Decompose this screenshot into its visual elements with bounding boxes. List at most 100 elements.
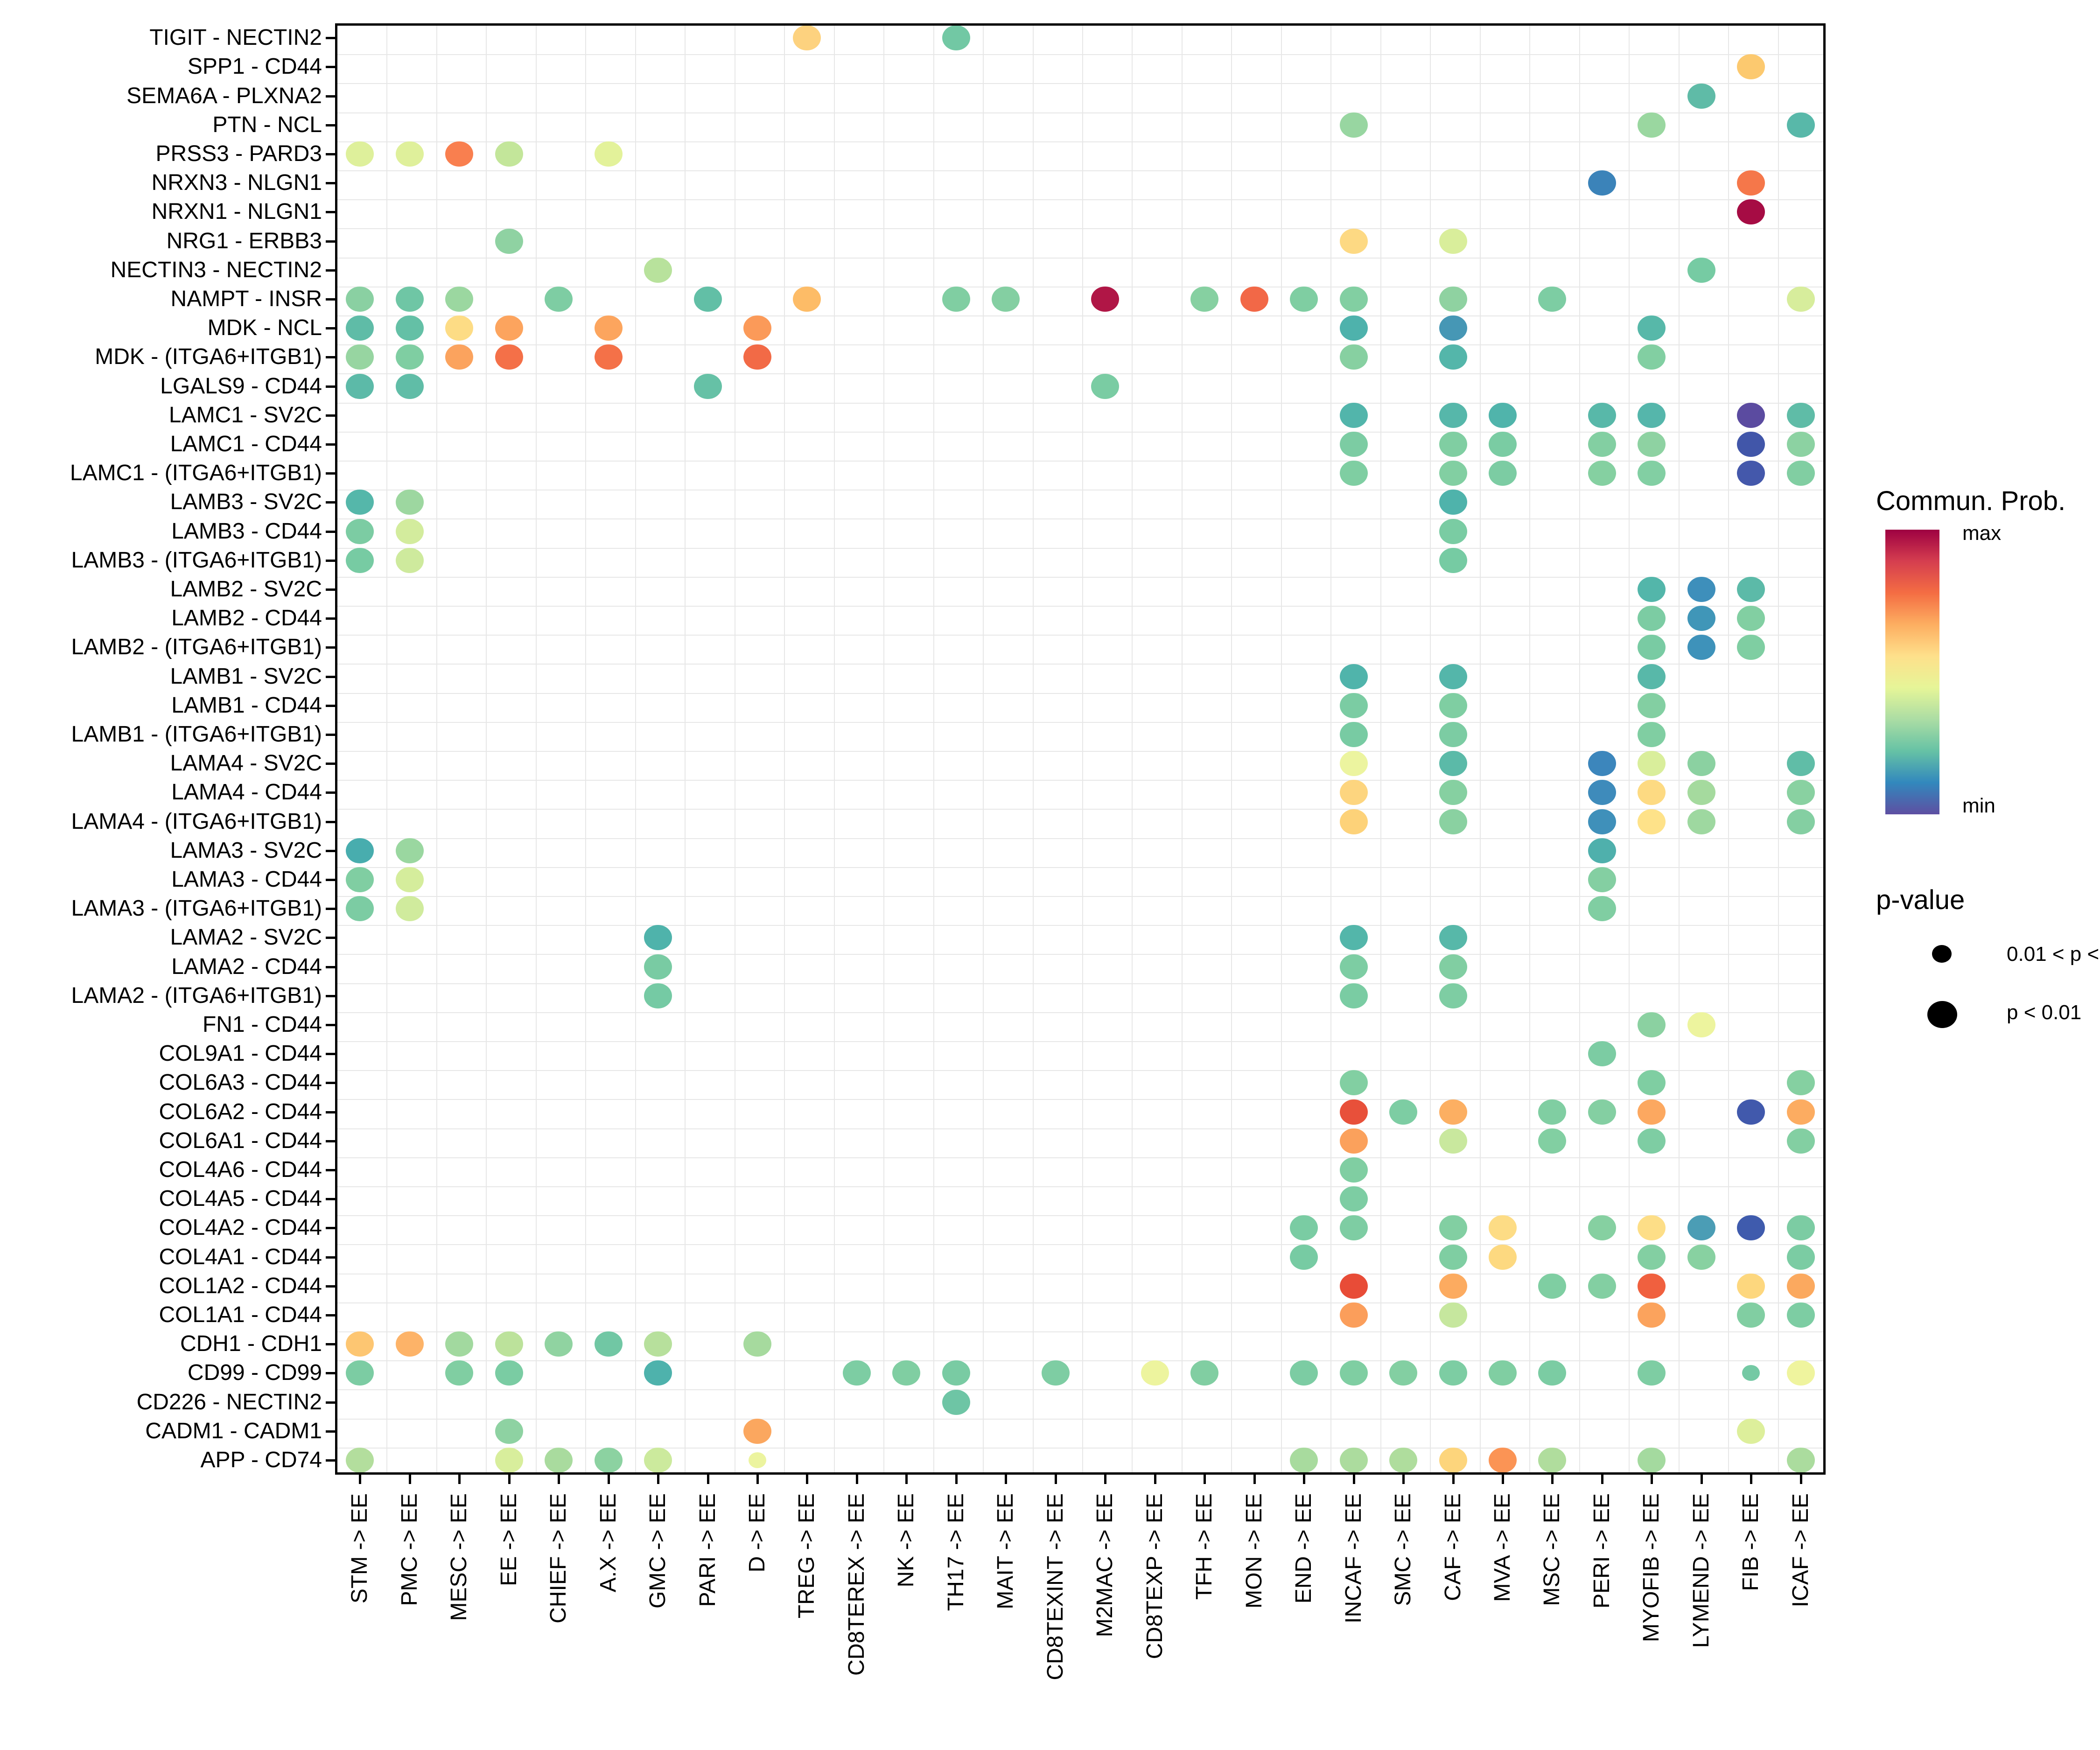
x-axis-tick [408,1475,411,1484]
data-point [1339,664,1368,689]
data-point [1091,286,1120,312]
gridline-vertical [486,26,487,1472]
data-point [1786,1302,1815,1328]
data-point [594,141,623,167]
gridline-horizontal [337,983,1823,984]
data-point [1638,809,1666,834]
gridline-vertical [535,26,537,1472]
data-point [1737,1418,1765,1444]
data-point [1339,431,1368,457]
gridline-horizontal [337,751,1823,752]
data-point [1638,1244,1666,1270]
data-point [1339,1128,1368,1154]
y-axis-label: NAMPT - INSR [170,286,322,311]
y-axis-tick [326,908,335,910]
data-point [395,344,424,370]
gridline-vertical [635,26,636,1472]
x-axis-label: MSC -> EE [1540,1493,1565,1606]
data-point [644,1331,672,1357]
data-point [1588,838,1616,863]
data-point [1439,809,1467,834]
data-point [1638,1360,1666,1386]
y-axis-tick [326,849,335,852]
data-point [1687,809,1715,834]
gridline-horizontal [337,228,1823,230]
data-point [1339,809,1368,834]
data-point [1439,1128,1467,1154]
data-point [1339,954,1368,980]
data-point [1439,1360,1467,1386]
data-point [395,373,424,399]
data-point [1339,1157,1368,1183]
data-point [743,1331,771,1357]
y-axis-label: LAMA4 - CD44 [171,780,322,805]
y-axis-tick [326,269,335,272]
data-point [1389,1099,1418,1125]
gridline-vertical [1728,26,1729,1472]
gridline-horizontal [337,1186,1823,1187]
gridline-vertical [1380,26,1381,1472]
data-point [1638,1012,1666,1037]
y-axis-label: LAMB1 - CD44 [171,693,322,718]
gridline-horizontal [337,1447,1823,1449]
data-point [1339,693,1368,718]
gridline-horizontal [337,664,1823,665]
data-point [1638,402,1666,428]
data-point [1638,721,1666,747]
data-point [1588,1099,1616,1125]
data-point [1638,112,1666,138]
y-axis-tick [326,356,335,359]
x-axis-label: PARI -> EE [695,1493,720,1607]
data-point [1786,809,1815,834]
data-point [1439,1447,1467,1472]
y-axis-label: CD226 - NECTIN2 [136,1389,322,1414]
data-point [346,490,374,515]
data-point [594,1447,623,1472]
gridline-horizontal [337,896,1823,897]
x-axis-label: SMC -> EE [1391,1493,1416,1606]
data-point [1339,1099,1368,1125]
x-axis-label: LYMEND -> EE [1688,1493,1714,1648]
data-point [1339,1215,1368,1241]
data-point [1488,1244,1517,1270]
data-point [1339,1447,1368,1472]
y-axis-tick [326,1343,335,1346]
data-point [346,896,374,922]
x-axis-label: STM -> EE [347,1493,372,1604]
y-axis-tick [326,530,335,533]
data-point [495,1418,523,1444]
data-point [1588,1041,1616,1067]
data-point [1339,751,1368,777]
x-axis-tick [1551,1475,1554,1484]
data-point [346,286,374,312]
data-point [1290,1244,1318,1270]
data-point [693,286,722,312]
data-point [1588,751,1616,777]
y-axis-tick [326,763,335,765]
y-axis-tick [326,588,335,591]
gridline-horizontal [337,780,1823,781]
gridline-vertical [933,26,934,1472]
data-point [346,547,374,573]
gridline-horizontal [337,112,1823,113]
data-point [1588,1273,1616,1299]
data-point [1439,693,1467,718]
data-point [1439,490,1467,515]
y-axis-tick [326,878,335,881]
gridline-horizontal [337,83,1823,84]
y-axis-label: LAMB3 - CD44 [171,518,322,544]
x-axis-label: CHIEF -> EE [546,1493,571,1624]
x-axis-label: TFH -> EE [1192,1493,1217,1600]
data-point [445,286,474,312]
data-point [1439,315,1467,341]
data-point [1488,1447,1517,1472]
gridline-vertical [833,26,835,1472]
y-axis-tick [326,937,335,939]
gridline-horizontal [337,1070,1823,1071]
x-axis-label: CD8TEXINT -> EE [1043,1493,1068,1680]
x-axis-tick [1651,1475,1653,1484]
data-point [1339,112,1368,138]
data-point [1439,461,1467,486]
data-point [1786,1099,1815,1125]
x-axis-tick [1750,1475,1753,1484]
